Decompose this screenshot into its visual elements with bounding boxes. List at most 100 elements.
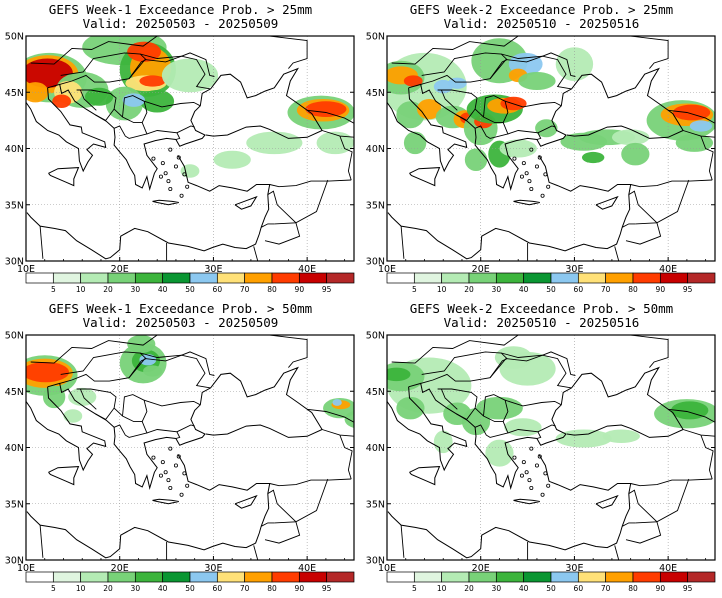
country-border xyxy=(59,351,147,384)
country-border xyxy=(253,545,259,560)
colorbar-swatch xyxy=(298,571,328,583)
colorbar-label: 5 xyxy=(51,584,56,593)
country-border xyxy=(630,36,669,69)
lat-label: 40N xyxy=(5,144,24,155)
country-border xyxy=(269,179,352,188)
colorbar-label: 20 xyxy=(103,285,113,294)
country-border xyxy=(157,335,251,336)
country-border xyxy=(79,89,97,111)
probability-contour xyxy=(26,82,49,103)
country-border xyxy=(700,434,714,480)
lon-label: 20E xyxy=(111,563,129,574)
island xyxy=(160,161,165,166)
probability-contour xyxy=(42,385,66,409)
coastline xyxy=(257,566,260,572)
island xyxy=(527,179,532,184)
coastline xyxy=(152,199,179,206)
country-border xyxy=(668,109,715,138)
probability-contour xyxy=(127,335,156,353)
colorbar-swatch xyxy=(326,571,355,583)
colorbar-label: 60 xyxy=(574,285,584,294)
colorbar-swatch xyxy=(134,571,164,583)
colorbar-swatch xyxy=(577,272,607,284)
island xyxy=(179,492,184,497)
probability-contour xyxy=(305,101,347,118)
country-border xyxy=(269,36,308,69)
coastline xyxy=(234,195,258,210)
probability-contour xyxy=(602,429,640,444)
colorbar-label: 80 xyxy=(628,584,638,593)
lat-label: 40N xyxy=(366,144,385,155)
colorbar-swatch xyxy=(134,272,164,284)
island xyxy=(519,473,524,478)
island xyxy=(151,156,156,161)
colorbar-label: 50 xyxy=(546,285,556,294)
colorbar-label: 50 xyxy=(185,285,195,294)
country-border xyxy=(420,351,508,384)
country-border xyxy=(253,246,259,261)
country-border xyxy=(157,36,251,37)
probability-contour xyxy=(403,131,427,155)
coastline xyxy=(26,87,107,173)
colorbar-swatch xyxy=(80,272,109,284)
country-border xyxy=(307,408,354,437)
country-border xyxy=(140,352,182,358)
colorbar-swatch xyxy=(25,571,54,583)
panel-valid-dates: Valid: 20250510 - 20250516 xyxy=(443,16,640,31)
probability-contour xyxy=(494,346,533,369)
country-border xyxy=(630,179,713,188)
island xyxy=(166,478,171,483)
country-border xyxy=(260,223,275,228)
map-layer xyxy=(26,36,354,261)
coastline xyxy=(387,87,468,173)
colorbar-label: 80 xyxy=(267,285,277,294)
island xyxy=(527,478,532,483)
island xyxy=(537,454,542,459)
coastline xyxy=(409,167,441,187)
colorbar-label: 10 xyxy=(76,285,86,294)
coastline xyxy=(513,498,540,505)
island xyxy=(158,473,163,478)
lon-label: 10E xyxy=(17,563,35,574)
lon-label: 20E xyxy=(111,264,129,275)
country-border xyxy=(122,95,148,123)
colorbar-label: 90 xyxy=(295,285,305,294)
country-border xyxy=(621,522,636,527)
coastline xyxy=(618,267,621,273)
probability-contour xyxy=(403,75,423,87)
country-border xyxy=(518,335,612,336)
island xyxy=(529,446,534,451)
country-border xyxy=(621,223,636,228)
colorbar-label: 30 xyxy=(492,584,502,593)
colorbar-swatch xyxy=(107,272,136,284)
coastline xyxy=(234,494,258,509)
colorbar-swatch xyxy=(495,571,525,583)
colorbar-label: 5 xyxy=(51,285,56,294)
country-border xyxy=(504,399,562,407)
lon-label: 30E xyxy=(565,563,583,574)
country-border xyxy=(140,53,182,59)
coastline xyxy=(595,494,619,509)
country-border xyxy=(128,354,211,389)
island xyxy=(168,446,173,451)
colorbar-swatch xyxy=(659,571,689,583)
island xyxy=(158,174,163,179)
colorbar-label: 80 xyxy=(628,285,638,294)
coastline xyxy=(26,155,271,260)
country-border xyxy=(274,478,329,524)
colorbar-label: 90 xyxy=(295,584,305,593)
colorbar-swatch xyxy=(162,272,191,284)
coastline xyxy=(387,386,468,472)
coastline xyxy=(409,466,441,486)
lat-label: 35N xyxy=(5,499,24,510)
colorbar-label: 95 xyxy=(322,285,332,294)
colorbar-swatch xyxy=(413,272,443,284)
colorbar-swatch xyxy=(52,571,82,583)
colorbar-swatch xyxy=(523,272,552,284)
probability-contour xyxy=(581,151,605,164)
colorbar-swatch xyxy=(441,272,470,284)
lat-label: 30N xyxy=(5,257,24,268)
country-border xyxy=(614,246,620,261)
